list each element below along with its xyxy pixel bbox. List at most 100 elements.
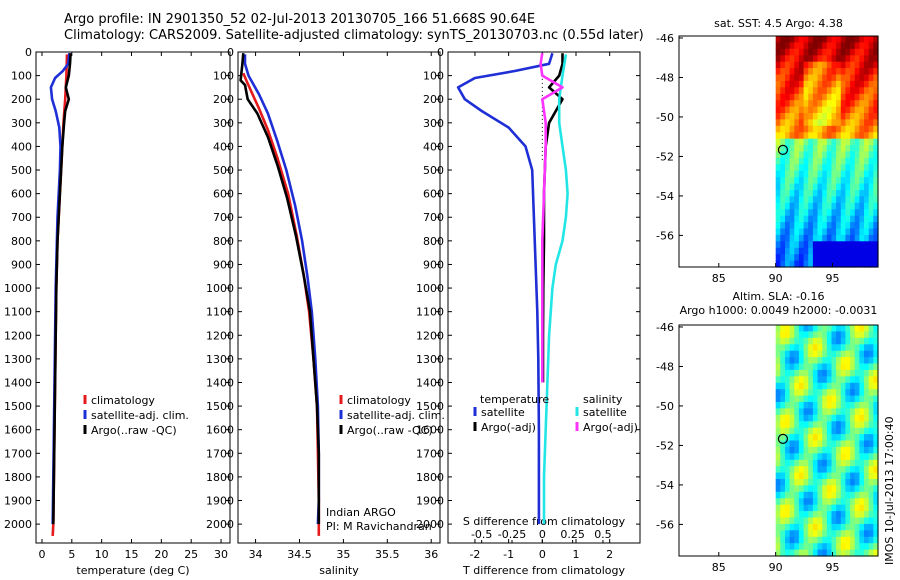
map_sla-cell (817, 427, 823, 435)
map_sla-cell (798, 549, 805, 557)
salinity-ytick-label: 900 (213, 258, 234, 271)
map_sst-cell (845, 113, 851, 120)
map_sla-cell (785, 376, 791, 384)
map_sla-cell (826, 446, 833, 454)
temperature-ytick-label: 400 (11, 140, 32, 153)
map_sst-cell (798, 87, 805, 95)
map_sst-cell (822, 228, 828, 236)
map_sla-cell (864, 369, 870, 377)
map_sst-cell (859, 164, 865, 172)
map_sst-cell (873, 215, 879, 223)
map_sla-cell (808, 485, 814, 493)
map_sst-cell (836, 80, 842, 88)
map_sla-cell (808, 549, 814, 557)
map_sla-cell (831, 440, 837, 448)
map_sst-cell (864, 145, 870, 153)
map_sst-cell (868, 241, 874, 249)
map_sst-cell (859, 170, 865, 178)
map_sst-cell (836, 132, 842, 140)
map_sst-cell (780, 74, 786, 82)
map_sst-cell (780, 132, 786, 140)
map_sla-cell (826, 389, 833, 397)
map_sst-cell (798, 241, 805, 249)
map_sst-cell (836, 241, 842, 249)
temperature-xtick-label: 5 (68, 548, 75, 561)
map_sla-cell (794, 459, 800, 467)
map_sla-cell (836, 402, 842, 409)
map_sla-cell (812, 395, 819, 403)
difference-legend-salinity-satellite: satellite (583, 406, 627, 419)
map_sla-cell (845, 536, 851, 544)
map_sst-cell (822, 61, 828, 69)
map_sst-cell (798, 36, 805, 43)
map_sla-cell (798, 459, 805, 467)
map_sst-cell (808, 209, 814, 217)
map_sst-cell (789, 222, 795, 230)
map_sst-cell (803, 196, 809, 204)
map_sst-cell (854, 113, 860, 120)
map_sst-cell (854, 254, 860, 262)
map_sst-cell (873, 93, 879, 101)
map_sla-cell (850, 331, 856, 339)
map_sst-cell (868, 87, 874, 95)
map_sst-cell (831, 157, 837, 165)
map_sst-cell (831, 36, 837, 43)
map_sst-cell (859, 209, 865, 217)
map_sst-cell (808, 68, 814, 76)
map_sla-cell (854, 427, 860, 435)
map_sla-cell (864, 530, 870, 538)
map_sla-cell (836, 543, 842, 551)
map_sst-cell (859, 183, 865, 191)
map_sla-cell (785, 402, 791, 409)
map_sst-cell (826, 42, 833, 50)
map_sla-cell (859, 523, 865, 531)
map_sst-cell (826, 93, 833, 101)
map_sst-cell (859, 260, 865, 268)
temperature-series-argo (52, 53, 72, 525)
map_sst-cell (789, 177, 795, 185)
map_sst-cell (854, 222, 860, 230)
map_sla-cell (850, 337, 856, 345)
map_sst-cell (798, 48, 805, 56)
map_sst-cell (785, 254, 791, 262)
map_sst-cell (780, 61, 786, 69)
map_sst-cell (854, 202, 860, 210)
map_sst-cell (859, 87, 865, 95)
salinity-xtick-label: 35 (336, 548, 350, 561)
map_sla-cell (780, 440, 786, 448)
map_sst-cell (831, 234, 837, 242)
map_sla-cell (785, 395, 791, 403)
map_sla-cell (873, 408, 879, 416)
map_sst-cell (808, 145, 814, 153)
map_sla-cell (831, 530, 837, 538)
map_sla-cell (868, 549, 874, 557)
map_sst-cell (794, 55, 800, 63)
map_sla-cell (822, 479, 828, 486)
map_sst-cell (808, 55, 814, 63)
map_sla-cell (826, 427, 833, 435)
map_sst-cell (859, 119, 865, 127)
map_sst-cell (840, 68, 847, 76)
map_sst-cell (850, 113, 856, 120)
map_sla-cell (868, 491, 874, 499)
map_sla-cell (789, 517, 795, 525)
map_sla-cell (789, 440, 795, 448)
map_sla-cell (840, 491, 847, 499)
map_sla-cell (822, 337, 828, 345)
map_sla-cell (845, 389, 851, 397)
map_sst-cell (864, 234, 870, 242)
map_sst-cell (854, 61, 860, 69)
map_sst-cell (845, 177, 851, 185)
map_sla-cell (845, 402, 851, 409)
map_sla-cell (817, 395, 823, 403)
difference-xtick-label: 0 (539, 548, 546, 561)
map_sst-cell (817, 68, 823, 76)
map_sst-cell (873, 68, 879, 76)
map_sst-cell (831, 42, 837, 50)
map_sla-cell (780, 369, 786, 377)
map_sst-cell (859, 42, 865, 50)
map_sla-cell (873, 434, 879, 442)
map_sst-cell (785, 61, 791, 69)
map_sst-cell (808, 106, 814, 114)
map_sst-cell (789, 55, 795, 63)
